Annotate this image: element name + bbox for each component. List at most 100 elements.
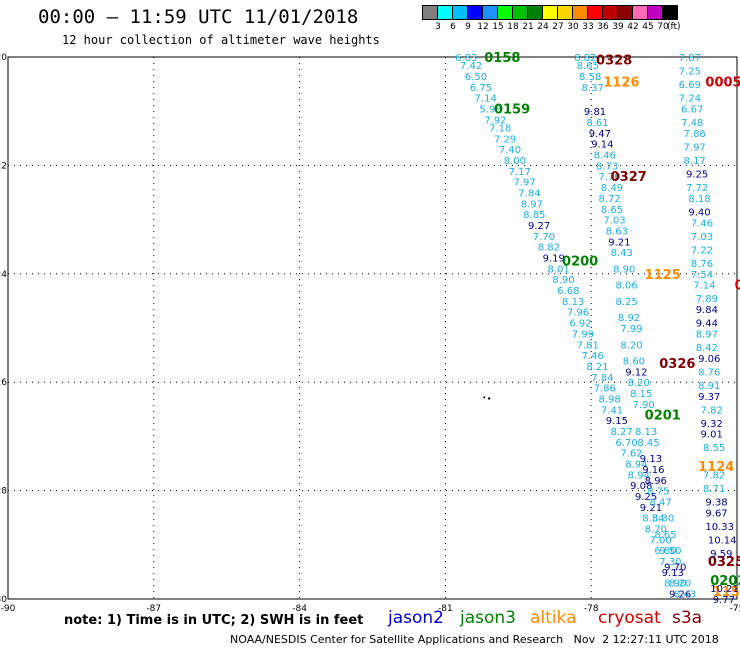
color-scale-label: 12 (477, 22, 489, 32)
lon-tick-label: -81 (438, 604, 453, 614)
swh-value: 8.82 (574, 53, 596, 64)
pass-time-label: 0005 (705, 75, 740, 90)
swh-value: 8.20 (669, 579, 691, 590)
swh-value: 7.96 (567, 308, 589, 319)
swh-value: 8.94 (628, 470, 650, 481)
swh-value: 6.92 (569, 319, 591, 330)
color-scale-label: 21 (522, 22, 534, 32)
swh-value: 8.76 (691, 259, 713, 270)
swh-value: 8.27 (611, 427, 633, 438)
swh-value: 9.32 (701, 419, 723, 430)
swh-value: 8.92 (618, 313, 640, 324)
swh-value: 8.15 (630, 389, 652, 400)
swh-value: 8.21 (586, 362, 608, 373)
pass-time-label: 0326 (659, 357, 695, 372)
swh-value: 9.50 (659, 546, 681, 557)
color-scale-labels: 3 6 9 12 15 18 21 24 27 30 33 36 39 42 45 70 (ft) (422, 22, 740, 36)
swh-value: 8.60 (623, 357, 645, 368)
swh-value: 5.98 (479, 104, 501, 115)
swh-value: 8.63 (606, 226, 628, 237)
pass-time-label: 0327 (611, 170, 647, 185)
swh-value: 7.48 (681, 118, 703, 129)
pass-time-label: 0201 (645, 409, 681, 424)
swh-value: 9.44 (696, 319, 718, 330)
legend-item-jason2: jason2 (388, 608, 444, 628)
swh-value: 6.80 (654, 546, 676, 557)
map-frame (7, 56, 738, 600)
swh-value: 8.96 (645, 476, 667, 487)
swh-value: 7.87 (679, 53, 701, 64)
lon-tick-label: -84 (292, 604, 307, 614)
pass-time-label: 1124 (698, 460, 734, 475)
swh-value: 8.90 (613, 264, 635, 275)
lat-tick-label: -20 (0, 53, 7, 63)
swh-value: 6.67 (681, 104, 703, 115)
color-scale-bar (422, 5, 678, 20)
swh-value: 7.54 (691, 270, 713, 281)
swh-value: 8.85 (523, 210, 545, 221)
swh-value: 9.01 (701, 430, 723, 441)
swh-value: 10.21 (710, 584, 739, 595)
swh-value: 9.37 (698, 392, 720, 403)
swh-value: 8.13 (635, 427, 657, 438)
swh-value: 7.92 (484, 115, 506, 126)
color-scale-unit: (ft) (667, 22, 681, 32)
swh-value: 7.84 (591, 373, 613, 384)
swh-value: 8.97 (696, 329, 718, 340)
swh-value: 9.59 (710, 549, 732, 560)
swh-value: 8.72 (598, 194, 620, 205)
swh-value: 8.61 (586, 118, 608, 129)
pass-time-label: 0202 (710, 574, 740, 589)
color-scale-label: 15 (492, 22, 504, 32)
color-scale-label: 9 (465, 22, 471, 32)
legend-item-jason3: jason3 (460, 608, 516, 628)
swh-value: 8.49 (601, 183, 623, 194)
swh-value: 8.00 (504, 156, 526, 167)
swh-value: 9.13 (640, 454, 662, 465)
swh-value: 9.67 (705, 508, 727, 519)
swh-value: 8.90 (552, 275, 574, 286)
swh-value: 7.86 (684, 129, 706, 140)
swh-value: 9.40 (688, 207, 710, 218)
color-scale-label: 36 (597, 22, 609, 32)
swh-value: 7.14 (475, 94, 497, 105)
swh-value: 8.13 (562, 297, 584, 308)
color-scale-label: 27 (552, 22, 564, 32)
note-text: note: 1) Time is in UTC; 2) SWH is in fe… (64, 613, 364, 628)
pass-time-label: 0158 (484, 51, 520, 66)
color-scale-label: 6 (450, 22, 456, 32)
swh-value: 8.18 (688, 194, 710, 205)
swh-value: 8.46 (594, 151, 616, 162)
swh-value: 9.84 (696, 305, 718, 316)
swh-value: 7.99 (620, 324, 642, 335)
swh-value: 8.01 (547, 264, 569, 275)
swh-value: 7.99 (572, 329, 594, 340)
swh-value: 9.06 (698, 354, 720, 365)
island-mark (483, 396, 486, 399)
swh-value: 8.70 (645, 525, 667, 536)
swh-value: 8.58 (579, 72, 601, 83)
swh-value: 9.27 (528, 221, 550, 232)
swh-value: 8.65 (601, 205, 623, 216)
color-scale: 3 6 9 12 15 18 21 24 27 30 33 36 39 42 45 70 (ft) (422, 5, 681, 32)
swh-value: 10.14 (708, 535, 737, 546)
legend-item-cryosat: cryosat (598, 608, 661, 628)
swh-value: 7.70 (598, 172, 620, 183)
lat-tick-label: -30 (0, 595, 7, 605)
swh-value: 8.73 (596, 161, 618, 172)
swh-value: 9.25 (686, 170, 708, 181)
swh-value: 8.98 (598, 394, 620, 405)
swh-value: 7.90 (633, 400, 655, 411)
swh-value: 9.08 (630, 481, 652, 492)
swh-value: 9.14 (591, 140, 613, 151)
swh-value: 8.71 (703, 484, 725, 495)
swh-value: 6.83 (455, 53, 477, 64)
swh-value: 8.55 (703, 443, 725, 454)
swh-value: 9.21 (608, 237, 630, 248)
pass-time-label: 0200 (562, 254, 598, 269)
swh-value: 7.30 (659, 557, 681, 568)
swh-value: 8.42 (696, 343, 718, 354)
swh-value: 9.70 (664, 562, 686, 573)
swh-value: 8.97 (521, 199, 543, 210)
swh-value: 7.42 (460, 61, 482, 72)
